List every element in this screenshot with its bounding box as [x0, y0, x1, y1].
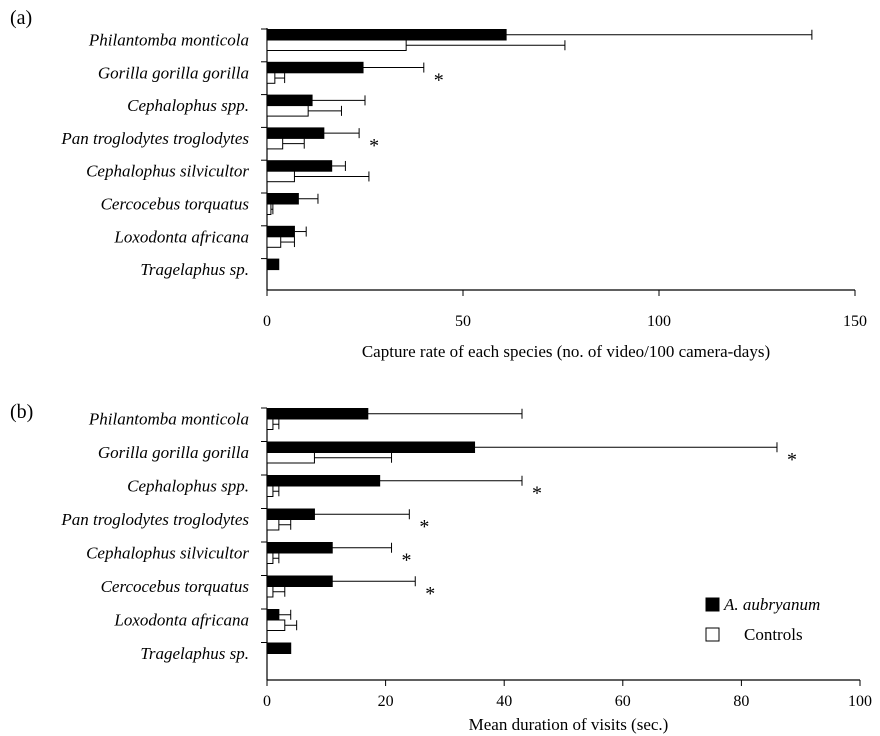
bar-control	[266, 170, 295, 183]
x-axis-title: Mean duration of visits (sec.)	[469, 715, 669, 734]
bar-treatment	[266, 408, 369, 420]
bar-treatment	[266, 61, 364, 74]
bar-control	[266, 485, 274, 497]
category-label: Cephalophus silvicultor	[86, 544, 249, 563]
chart-panel-a: (a) 0 50 100 150 Capture rate of each species…	[10, 7, 867, 361]
category-label: Philantomba monticola	[88, 31, 249, 50]
bar-control	[266, 452, 315, 464]
bar-treatment	[266, 160, 333, 172]
x-tick-label: 80	[733, 693, 749, 710]
bar-treatment	[266, 225, 295, 238]
bar-control	[266, 137, 284, 150]
category-label: Pan troglodytes troglodytes	[60, 129, 249, 148]
significance-marker: *	[419, 516, 429, 538]
legend: A. aubryanum Controls	[705, 595, 820, 644]
x-tick-label: 20	[378, 693, 394, 710]
bar-treatment	[266, 508, 315, 520]
category-label: Cephalophus silvicultor	[86, 162, 249, 181]
x-tick-label: 100	[848, 693, 872, 710]
bar-control	[266, 519, 280, 531]
significance-marker: *	[532, 483, 542, 505]
x-tick-label: 100	[647, 313, 671, 330]
bar-treatment	[266, 193, 299, 205]
category-label: Philantomba monticola	[88, 410, 249, 429]
bar-treatment	[266, 29, 507, 41]
significance-marker: *	[434, 69, 444, 91]
significance-marker: *	[787, 449, 797, 471]
x-tick-label: 40	[496, 693, 512, 710]
category-label: Tragelaphus sp.	[140, 260, 249, 279]
bar-treatment	[266, 258, 280, 271]
bar-treatment	[266, 441, 476, 453]
bar-treatment	[266, 475, 381, 487]
significance-marker: *	[425, 583, 435, 605]
x-tick-label: 0	[263, 693, 271, 710]
x-tick-label: 50	[455, 313, 471, 330]
legend-swatch-treatment	[705, 597, 720, 612]
bar-control	[266, 105, 309, 117]
panel-label: (b)	[10, 401, 33, 423]
category-label: Cercocebus torquatus	[101, 195, 250, 214]
bar-control	[266, 619, 286, 631]
bar-treatment	[266, 127, 325, 139]
significance-marker: *	[369, 135, 379, 157]
bar-treatment	[266, 609, 280, 621]
category-label: Cercocebus torquatus	[101, 577, 250, 596]
legend-label-treatment: A. aubryanum	[723, 595, 820, 614]
x-tick-label: 150	[843, 313, 867, 330]
significance-marker: *	[402, 550, 412, 572]
panel-label: (a)	[10, 7, 32, 29]
x-tick-label: 60	[615, 693, 631, 710]
bar-treatment	[266, 94, 313, 107]
category-label: Loxodonta africana	[113, 227, 249, 246]
bar-treatment	[266, 542, 333, 554]
bar-control	[266, 236, 282, 248]
chart-panel-b: (b) 0 20 40 60 80 100 Mean duration of visits (…	[10, 401, 872, 734]
bar-treatment	[266, 642, 292, 654]
category-label: Gorilla gorilla gorilla	[98, 63, 249, 82]
x-axis-title: Capture rate of each species (no. of vid…	[362, 342, 770, 361]
legend-label-control: Controls	[744, 625, 803, 644]
bar-control	[266, 418, 274, 430]
category-label: Gorilla gorilla gorilla	[98, 443, 249, 462]
bar-control	[266, 586, 274, 598]
x-tick-label: 0	[263, 313, 271, 330]
bar-control	[266, 203, 272, 215]
bar-control	[266, 552, 274, 564]
category-label: Tragelaphus sp.	[140, 644, 249, 663]
category-label: Loxodonta africana	[113, 611, 249, 630]
bar-treatment	[266, 575, 333, 587]
legend-swatch-control	[705, 627, 720, 642]
category-label: Cephalophus spp.	[127, 96, 249, 115]
category-label: Cephalophus spp.	[127, 477, 249, 496]
category-label: Pan troglodytes troglodytes	[60, 510, 249, 529]
bar-control	[266, 39, 407, 51]
bar-control	[266, 72, 276, 84]
